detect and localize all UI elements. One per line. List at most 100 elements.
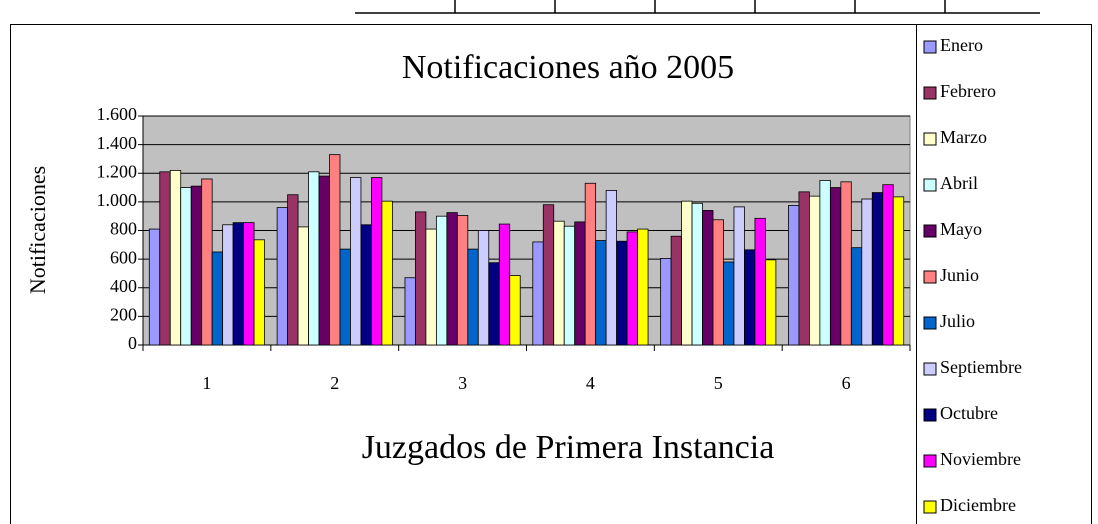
bar [318,175,330,346]
legend-swatch [923,224,937,238]
legend-swatch [923,132,937,146]
bar [435,215,448,346]
bar [691,202,703,346]
bar [415,211,427,346]
bar [882,184,894,346]
legend-swatch [923,454,937,468]
bar [542,204,555,346]
bar [733,206,745,346]
bar [723,261,735,346]
bar [681,200,693,346]
bar [892,196,905,346]
legend-swatch [923,500,937,514]
bar [308,171,320,346]
bar [190,185,203,346]
legend-label: Mayo [940,219,982,239]
bar [467,248,479,346]
x-tick-label: 5 [714,373,723,393]
legend-label: Enero [940,35,983,55]
bar [350,177,362,346]
bar [488,262,500,346]
bar [159,171,171,346]
bar [702,210,714,346]
x-axis-title: Juzgados de Primera Instancia [362,429,775,466]
bar [509,275,521,346]
bar [637,228,649,346]
bar [287,194,299,346]
y-tick-label: 1.200 [97,161,138,181]
bar [329,154,341,346]
legend-swatch [923,178,937,192]
bar [201,178,213,346]
legend-box [916,24,1092,524]
bar [297,226,309,346]
bar [222,224,234,346]
bar [532,241,544,346]
y-tick-label: 0 [128,333,137,353]
bar [276,207,288,346]
legend-swatch [923,270,937,284]
legend-label: Febrero [940,81,996,101]
bar [584,182,597,346]
bar [861,198,873,346]
bar [626,231,638,346]
bar [456,215,469,346]
bar [563,225,576,346]
bar [819,180,831,346]
bar [574,221,586,346]
bar [232,222,244,346]
bar [871,192,884,346]
bar [148,228,161,346]
x-tick-label: 2 [330,373,339,393]
y-tick-label: 200 [110,305,137,325]
legend-label: Junio [940,265,979,285]
legend-label: Octubre [940,403,998,423]
bar [211,251,224,346]
bar [798,191,810,346]
bar [169,169,182,346]
bar [616,240,628,346]
y-axis-title: Notificaciones [25,166,50,294]
legend-swatch [923,40,937,54]
bar [840,181,852,346]
legend-label: Abril [940,173,978,193]
y-tick-label: 1.000 [97,190,138,210]
bar [253,239,265,346]
bar [404,277,416,346]
bar [425,228,437,346]
bar [446,212,458,346]
y-tick-label: 800 [110,219,137,239]
legend-label: Noviembre [940,449,1021,469]
bar [765,259,777,346]
bar [605,190,618,346]
bar [744,249,756,346]
bar [371,177,383,346]
table-fragment [355,0,1040,14]
legend-label: Diciembre [940,495,1016,515]
x-tick-label: 4 [586,373,595,393]
legend-swatch [923,86,937,100]
bar [360,224,372,346]
bar [809,195,821,346]
y-tick-label: 1.600 [97,104,138,124]
bar [180,187,192,346]
bar [339,248,351,346]
bar [381,200,393,346]
bar [243,222,255,346]
x-tick-label: 1 [202,373,211,393]
legend-swatch [923,408,937,422]
legend-label: Julio [940,311,975,331]
bar [788,205,800,346]
bar [553,220,565,346]
legend-label: Septiembre [940,357,1022,377]
bar [498,223,511,346]
legend-swatch [923,316,937,330]
bar [712,219,724,346]
bar [670,235,682,346]
y-tick-label: 400 [110,276,137,296]
legend-swatch [923,362,937,376]
chart-title: Notificaciones año 2005 [402,49,734,86]
bar [595,240,607,346]
